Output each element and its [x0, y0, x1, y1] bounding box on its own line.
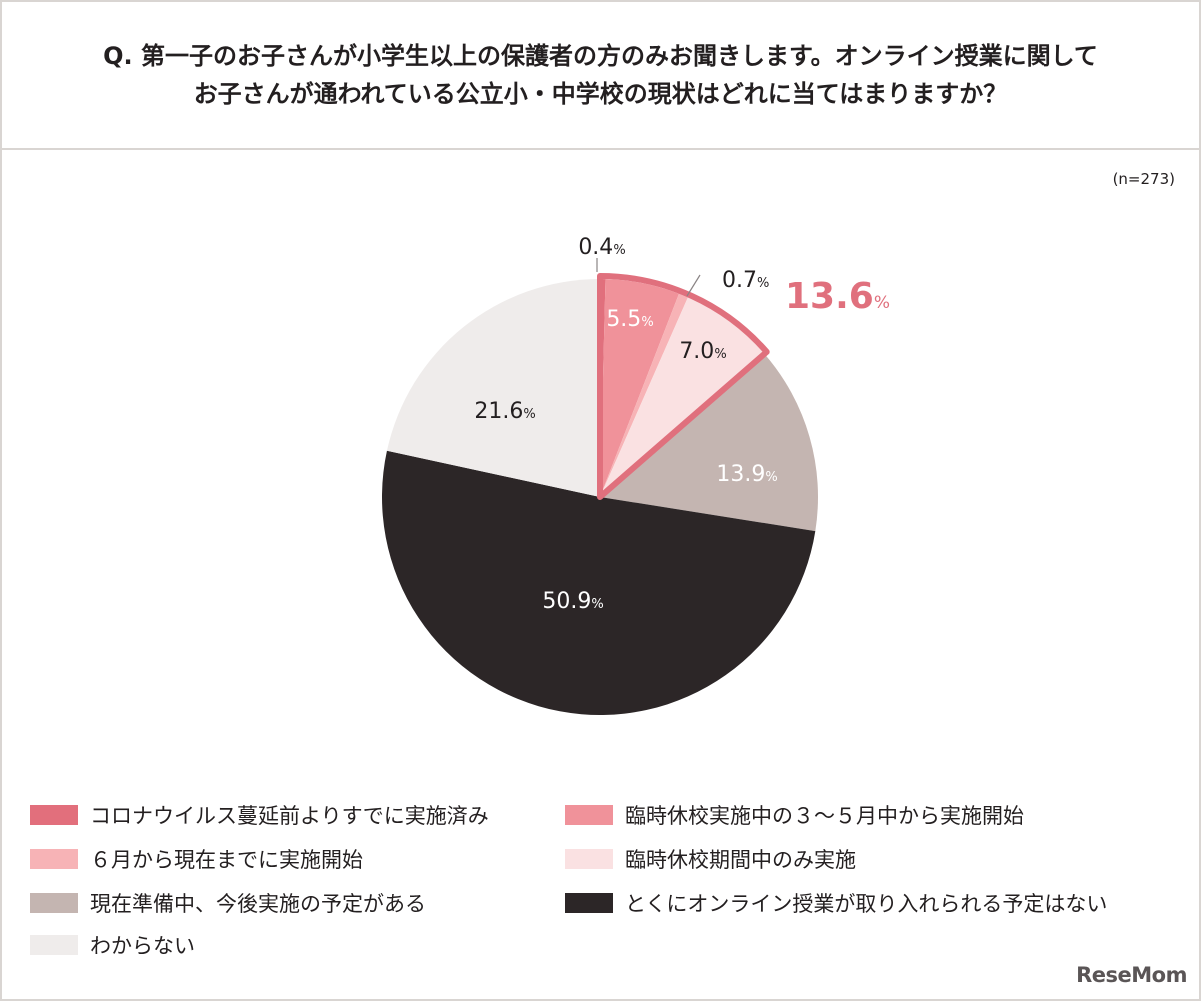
resemom-logo: ReseMom: [1076, 963, 1187, 987]
legend-swatch: [30, 805, 78, 825]
slice-label-2: 0.7%: [722, 268, 769, 293]
sample-size: (n=273): [1112, 170, 1175, 188]
legend-swatch: [565, 849, 613, 869]
slice-label-3: 7.0%: [679, 339, 726, 364]
legend-label: ６月から現在までに実施開始: [90, 848, 363, 872]
slice-label-6: 21.6%: [474, 399, 535, 424]
highlight-total-label: 13.6%: [785, 276, 890, 317]
legend-item-2: ６月から現在までに実施開始: [30, 844, 363, 874]
legend-label: とくにオンライン授業が取り入れられる予定はない: [625, 892, 1108, 916]
legend-item-5: とくにオンライン授業が取り入れられる予定はない: [565, 888, 1107, 918]
pie-slice-1: [600, 279, 679, 497]
legend-label: 現在準備中、今後実施の予定がある: [90, 892, 426, 916]
slice-label-0: 0.4%: [578, 235, 625, 260]
pie-chart: 0.4% 5.5% 0.7% 7.0% 13.9% 50.9% 21.6% 13.6%: [381, 235, 890, 716]
legend-label: 臨時休校期間中のみ実施: [625, 848, 856, 872]
chart-title-line-1: Q. 第一子のお子さんが小学生以上の保護者の方のみお聞きします。オンライン授業に…: [103, 42, 1098, 70]
legend-swatch: [30, 935, 78, 955]
legend-label: 臨時休校実施中の３～５月中から実施開始: [625, 804, 1024, 828]
legend-swatch: [565, 805, 613, 825]
legend-item-1: 臨時休校実施中の３～５月中から実施開始: [565, 800, 1024, 830]
chart-title-line-2: お子さんが通われている公立小・中学校の現状はどれに当てはまりますか？: [193, 80, 1008, 108]
legend-item-6: わからない: [30, 930, 195, 960]
chart-header: Q. 第一子のお子さんが小学生以上の保護者の方のみお聞きします。オンライン授業に…: [2, 2, 1199, 150]
slice-label-5: 50.9%: [542, 589, 603, 614]
pie-slice-5: [381, 450, 816, 716]
pie-slice-6: [386, 279, 600, 497]
highlight-outline: [597, 273, 770, 500]
legend-label: わからない: [90, 934, 195, 958]
legend-label: コロナウイルス蔓延前よりすでに実施済み: [90, 804, 489, 828]
legend-item-4: 現在準備中、今後実施の予定がある: [30, 888, 426, 918]
legend-swatch: [30, 849, 78, 869]
legend-swatch: [565, 893, 613, 913]
pie-slice-4: [600, 353, 819, 532]
legend-item-0: コロナウイルス蔓延前よりすでに実施済み: [30, 800, 489, 830]
leader-line-2: [686, 274, 701, 297]
legend-item-3: 臨時休校期間中のみ実施: [565, 844, 856, 874]
slice-label-1: 5.5%: [606, 307, 653, 332]
pie-slice-2: [600, 293, 688, 497]
pie-slice-3: [600, 297, 765, 497]
slice-label-4: 13.9%: [716, 462, 777, 487]
legend-swatch: [30, 893, 78, 913]
